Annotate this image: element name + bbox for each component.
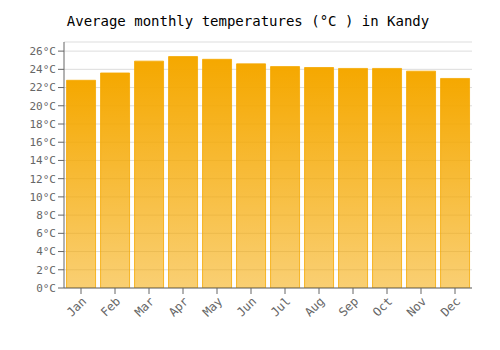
svg-text:6°C: 6°C [36,227,56,240]
svg-text:8°C: 8°C [36,209,56,222]
svg-text:Aug: Aug [302,294,327,319]
svg-text:16°C: 16°C [30,136,57,149]
svg-text:10°C: 10°C [30,191,57,204]
svg-text:Dec: Dec [438,294,463,319]
svg-text:26°C: 26°C [30,45,57,58]
svg-text:Nov: Nov [404,294,429,319]
svg-text:Jan: Jan [64,294,89,319]
svg-text:Oct: Oct [370,294,395,319]
svg-text:Mar: Mar [132,294,157,319]
svg-text:May: May [200,294,225,319]
svg-text:2°C: 2°C [36,264,56,277]
svg-text:Apr: Apr [166,294,191,319]
svg-text:Sep: Sep [336,294,361,319]
svg-text:Jul: Jul [268,294,293,319]
svg-text:14°C: 14°C [30,154,57,167]
svg-text:22°C: 22°C [30,81,57,94]
svg-text:18°C: 18°C [30,118,57,131]
svg-text:0°C: 0°C [36,282,56,295]
svg-text:24°C: 24°C [30,63,57,76]
svg-text:20°C: 20°C [30,100,57,113]
svg-text:Feb: Feb [98,294,123,319]
svg-text:Jun: Jun [234,294,259,319]
svg-text:12°C: 12°C [30,173,57,186]
html-text:Average monthly temperatures (: Average monthly temperatures (°C ) in Ka… [66,13,430,29]
svg-text:4°C: 4°C [36,245,56,258]
